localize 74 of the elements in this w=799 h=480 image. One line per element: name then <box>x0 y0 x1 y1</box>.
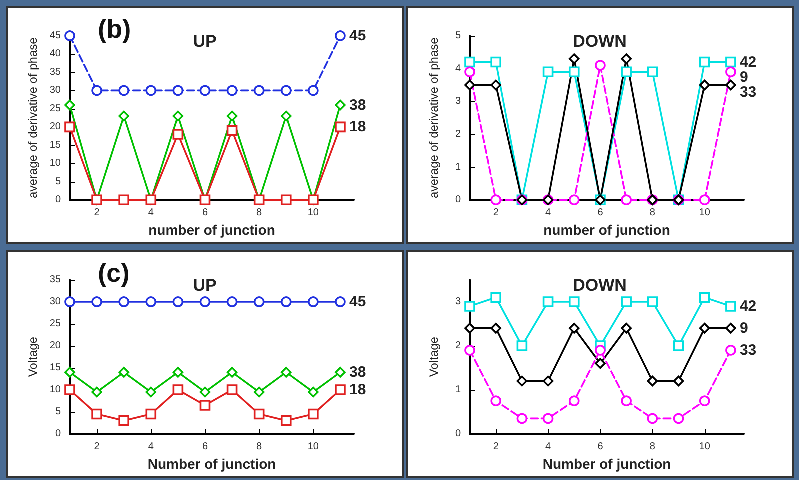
y-axis-title: average of derivative of phase <box>427 37 441 198</box>
chart-title: UP <box>193 32 217 51</box>
y-tick-label: 15 <box>50 362 62 374</box>
x-tick-label: 8 <box>256 442 263 453</box>
y-tick-label: 0 <box>455 194 462 206</box>
x-tick-label: 10 <box>308 208 320 219</box>
series-label: 33 <box>740 84 757 101</box>
annotation: (b) <box>98 14 132 44</box>
x-axis-title: number of junction <box>148 222 276 238</box>
x-tick-label: 10 <box>699 442 711 453</box>
x-axis-title: number of junction <box>544 222 670 238</box>
y-tick-label: 3 <box>455 296 462 308</box>
x-tick-label: 4 <box>546 208 552 219</box>
x-tick-label: 10 <box>308 442 320 453</box>
y-tick-label: 35 <box>50 274 62 286</box>
x-tick-label: 4 <box>148 208 154 219</box>
chart-title: UP <box>193 276 217 295</box>
y-tick-label: 30 <box>50 85 62 96</box>
x-axis-title: Number of junction <box>148 456 276 472</box>
y-tick-label: 0 <box>55 194 62 206</box>
series-label: 38 <box>349 364 366 381</box>
x-tick-label: 8 <box>256 208 263 219</box>
y-tick-label: 10 <box>50 158 62 170</box>
x-tick-label: 8 <box>650 442 656 453</box>
y-tick-label: 35 <box>50 66 62 78</box>
x-tick-label: 2 <box>493 208 500 219</box>
y-tick-label: 1 <box>455 384 462 396</box>
chart-title: DOWN <box>573 276 627 295</box>
y-tick-label: 2 <box>455 340 462 352</box>
y-axis-title: Voltage <box>427 336 441 378</box>
x-tick-label: 2 <box>94 442 100 453</box>
y-tick-label: 4 <box>455 63 462 74</box>
x-tick-label: 10 <box>699 208 711 219</box>
y-axis-title: Voltage <box>26 336 40 378</box>
x-tick-label: 2 <box>493 442 500 453</box>
y-tick-label: 30 <box>50 296 62 308</box>
y-tick-label: 20 <box>50 122 62 133</box>
y-tick-label: 0 <box>55 428 62 440</box>
x-tick-label: 4 <box>148 442 154 453</box>
y-tick-label: 5 <box>455 30 462 42</box>
series-label: 9 <box>740 68 748 86</box>
annotation: (c) <box>98 258 130 288</box>
y-tick-label: 1 <box>455 162 462 173</box>
series-label: 18 <box>349 382 366 399</box>
x-tick-label: 2 <box>94 208 100 219</box>
series-label: 45 <box>349 294 366 311</box>
y-tick-label: 0 <box>455 428 462 440</box>
y-tick-label: 5 <box>55 176 62 188</box>
x-axis-title: Number of junction <box>542 456 672 472</box>
series-label: 33 <box>740 342 757 359</box>
series-label: 42 <box>740 54 757 71</box>
x-tick-label: 6 <box>598 442 604 453</box>
y-tick-label: 25 <box>50 318 62 330</box>
series-label: 18 <box>349 118 366 136</box>
y-tick-label: 10 <box>50 384 62 396</box>
series-label: 42 <box>740 298 757 315</box>
x-tick-label: 6 <box>202 442 208 453</box>
chart-title: DOWN <box>573 32 627 51</box>
series-label: 38 <box>349 96 366 114</box>
x-tick-label: 8 <box>650 208 656 219</box>
y-tick-label: 40 <box>50 48 62 60</box>
y-tick-label: 20 <box>50 340 62 352</box>
series-label: 9 <box>740 320 748 337</box>
y-tick-label: 5 <box>55 406 62 418</box>
x-tick-label: 4 <box>546 442 552 453</box>
x-tick-label: 6 <box>598 208 604 219</box>
y-tick-label: 3 <box>455 96 462 108</box>
series-label: 45 <box>349 28 366 44</box>
y-tick-label: 45 <box>50 30 62 42</box>
y-tick-label: 15 <box>50 140 62 151</box>
y-tick-label: 2 <box>455 128 462 140</box>
y-tick-label: 25 <box>50 103 62 114</box>
y-axis-title: average of derivative of phase <box>26 37 40 198</box>
x-tick-label: 6 <box>202 208 208 219</box>
